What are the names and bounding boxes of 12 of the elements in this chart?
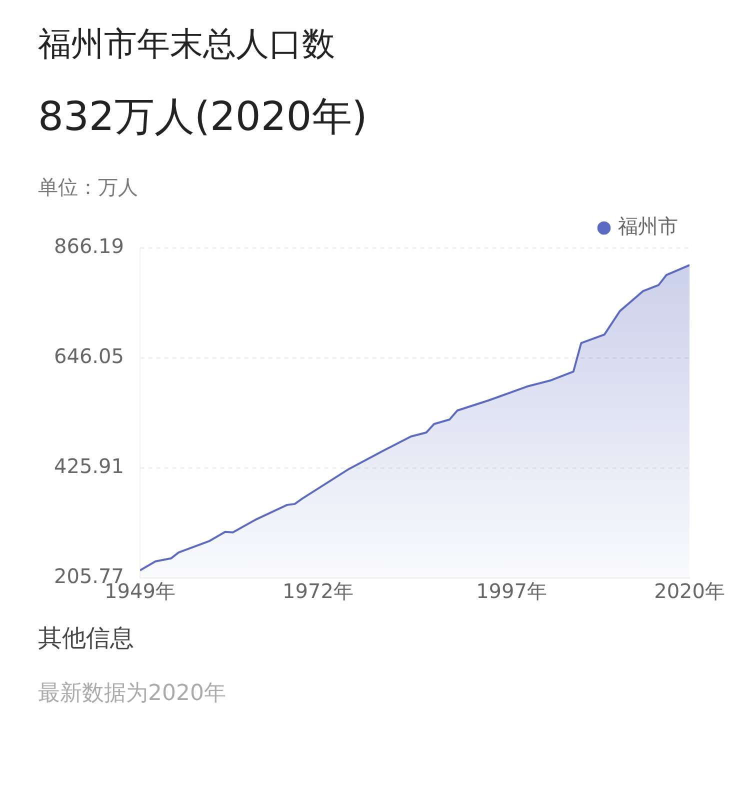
chart-title: 福州市年末总人口数 (38, 23, 336, 65)
text: 最新数据为2020年 (38, 680, 227, 708)
text: 其他信息 (38, 623, 135, 654)
y-tick-label: 866.19 (54, 234, 124, 258)
y-axis-title: 单位：万人 (38, 174, 139, 199)
y-tick-label: 425.91 (54, 454, 124, 478)
x-tick-label: 2020年 (654, 579, 726, 604)
y-tick-label: 646.05 (54, 344, 124, 368)
chart-subtitle: 832万人(2020年) (38, 93, 368, 142)
x-tick-label: 1997年 (476, 579, 547, 604)
x-tick-label: 1972年 (282, 579, 354, 604)
legend-label: 福州市 (618, 214, 678, 238)
